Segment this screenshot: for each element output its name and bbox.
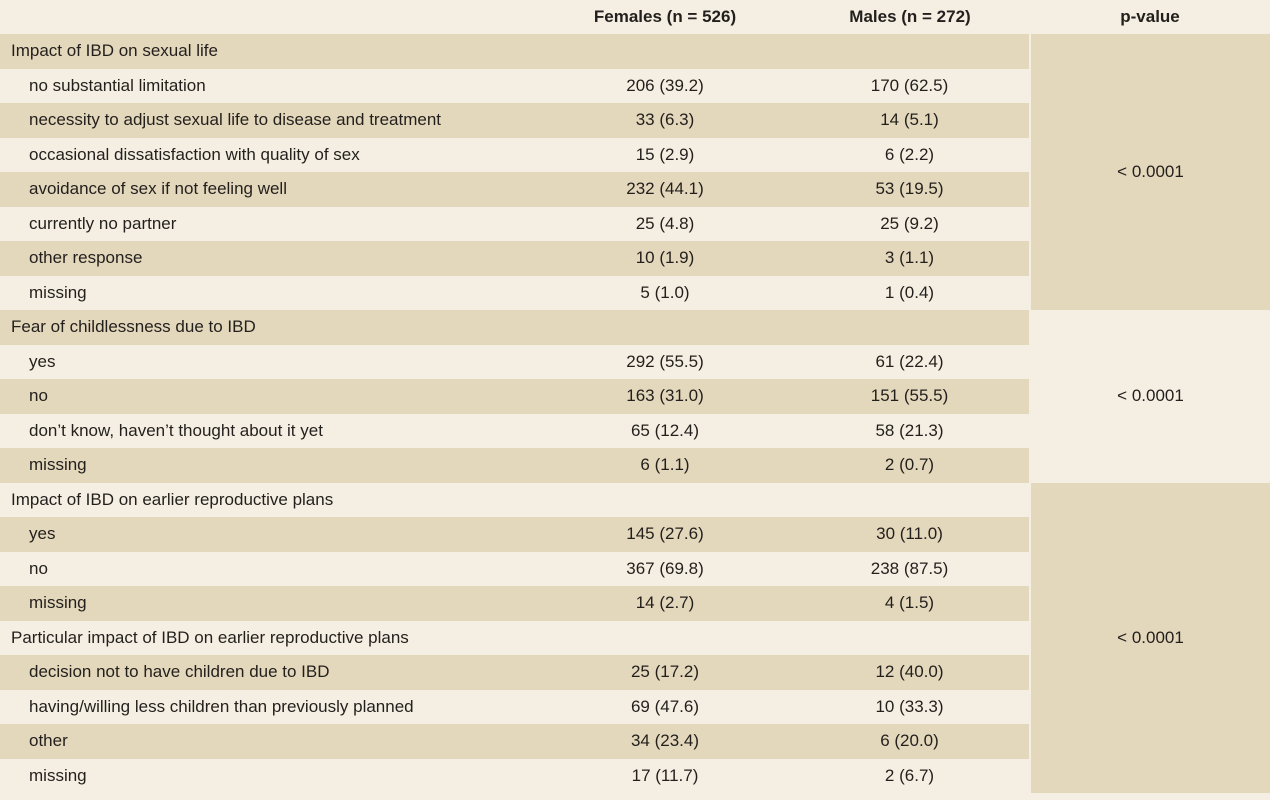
females-value: 25 (4.8) — [540, 206, 790, 241]
row-label: no — [0, 551, 540, 586]
females-value: 367 (69.8) — [540, 551, 790, 586]
males-value: 238 (87.5) — [790, 551, 1030, 586]
section-header-row: Impact of IBD on earlier reproductive pl… — [0, 482, 1270, 793]
header-label — [0, 0, 540, 34]
males-value: 2 (6.7) — [790, 758, 1030, 793]
males-value: 3 (1.1) — [790, 241, 1030, 276]
table-row: no substantial limitation 206 (39.2) 170… — [0, 68, 1270, 103]
table-row: having/willing less children than previo… — [0, 689, 1270, 724]
row-label: occasional dissatisfaction with quality … — [0, 137, 540, 172]
females-value: 14 (2.7) — [540, 586, 790, 621]
row-label: no — [0, 379, 540, 414]
table-row: other 34 (23.4) 6 (20.0) — [0, 724, 1270, 759]
header-females: Females (n = 526) — [593, 7, 737, 26]
section-title: Impact of IBD on earlier reproductive pl… — [0, 482, 540, 517]
males-value: 2 (0.7) — [790, 448, 1030, 483]
females-value: 145 (27.6) — [540, 517, 790, 552]
table-row: missing 6 (1.1) 2 (0.7) — [0, 448, 1270, 483]
females-value: 206 (39.2) — [540, 68, 790, 103]
males-value: 12 (40.0) — [790, 655, 1030, 690]
row-label: other — [0, 724, 540, 759]
females-value: 10 (1.9) — [540, 241, 790, 276]
section-header-row: Particular impact of IBD on earlier repr… — [0, 620, 1270, 655]
pvalue-cell: < 0.0001 — [1029, 310, 1270, 483]
header-males: Males (n = 272) — [849, 7, 971, 26]
males-value: 6 (20.0) — [790, 724, 1030, 759]
row-label: other response — [0, 241, 540, 276]
section-title: Particular impact of IBD on earlier repr… — [0, 620, 540, 655]
females-value: 33 (6.3) — [540, 103, 790, 138]
section-header-row: Impact of IBD on sexual life < 0.0001 — [0, 34, 1270, 310]
row-label: yes — [0, 344, 540, 379]
row-label: yes — [0, 517, 540, 552]
row-label: having/willing less children than previo… — [0, 689, 540, 724]
males-value: 30 (11.0) — [790, 517, 1030, 552]
table-row: necessity to adjust sexual life to disea… — [0, 103, 1270, 138]
males-value: 10 (33.3) — [790, 689, 1030, 724]
males-value: 6 (2.2) — [790, 137, 1030, 172]
section-title: Fear of childlessness due to IBD — [0, 310, 540, 345]
row-label: don’t know, haven’t thought about it yet — [0, 413, 540, 448]
males-value: 4 (1.5) — [790, 586, 1030, 621]
table-row: yes 145 (27.6) 30 (11.0) — [0, 517, 1270, 552]
females-value: 34 (23.4) — [540, 724, 790, 759]
females-value: 15 (2.9) — [540, 137, 790, 172]
males-value: 61 (22.4) — [790, 344, 1030, 379]
males-value: 170 (62.5) — [790, 68, 1030, 103]
row-label: avoidance of sex if not feeling well — [0, 172, 540, 207]
table-row: missing 17 (11.7) 2 (6.7) — [0, 758, 1270, 793]
table-row: other response 10 (1.9) 3 (1.1) — [0, 241, 1270, 276]
females-value: 292 (55.5) — [540, 344, 790, 379]
pvalue-cell: < 0.0001 — [1029, 34, 1270, 310]
row-label: decision not to have children due to IBD — [0, 655, 540, 690]
row-label: currently no partner — [0, 206, 540, 241]
males-value: 1 (0.4) — [790, 275, 1030, 310]
males-value: 58 (21.3) — [790, 413, 1030, 448]
males-value: 53 (19.5) — [790, 172, 1030, 207]
table-row: occasional dissatisfaction with quality … — [0, 137, 1270, 172]
row-label: missing — [0, 448, 540, 483]
males-value: 25 (9.2) — [790, 206, 1030, 241]
table-row: don’t know, haven’t thought about it yet… — [0, 413, 1270, 448]
females-value: 17 (11.7) — [540, 758, 790, 793]
row-label: no substantial limitation — [0, 68, 540, 103]
table-row: no 163 (31.0) 151 (55.5) — [0, 379, 1270, 414]
row-label: missing — [0, 586, 540, 621]
females-value: 232 (44.1) — [540, 172, 790, 207]
males-value: 14 (5.1) — [790, 103, 1030, 138]
table-header-row: Females (n = 526) Males (n = 272) p-valu… — [0, 0, 1270, 34]
females-value: 163 (31.0) — [540, 379, 790, 414]
section-header-row: Fear of childlessness due to IBD < 0.000… — [0, 310, 1270, 483]
males-value: 151 (55.5) — [790, 379, 1030, 414]
table-row: avoidance of sex if not feeling well 232… — [0, 172, 1270, 207]
table-row: missing 5 (1.0) 1 (0.4) — [0, 275, 1270, 310]
row-label: necessity to adjust sexual life to disea… — [0, 103, 540, 138]
table-row: currently no partner 25 (4.8) 25 (9.2) — [0, 206, 1270, 241]
females-value: 69 (47.6) — [540, 689, 790, 724]
header-pvalue: p-value — [1120, 7, 1180, 26]
section-title: Impact of IBD on sexual life — [0, 34, 540, 69]
females-value: 6 (1.1) — [540, 448, 790, 483]
row-label: missing — [0, 275, 540, 310]
females-value: 25 (17.2) — [540, 655, 790, 690]
row-label: missing — [0, 758, 540, 793]
table-row: yes 292 (55.5) 61 (22.4) — [0, 344, 1270, 379]
table-row: decision not to have children due to IBD… — [0, 655, 1270, 690]
table-row: missing 14 (2.7) 4 (1.5) — [0, 586, 1270, 621]
females-value: 65 (12.4) — [540, 413, 790, 448]
table-row: no 367 (69.8) 238 (87.5) — [0, 551, 1270, 586]
females-value: 5 (1.0) — [540, 275, 790, 310]
pvalue-cell: < 0.0001 — [1029, 482, 1270, 793]
